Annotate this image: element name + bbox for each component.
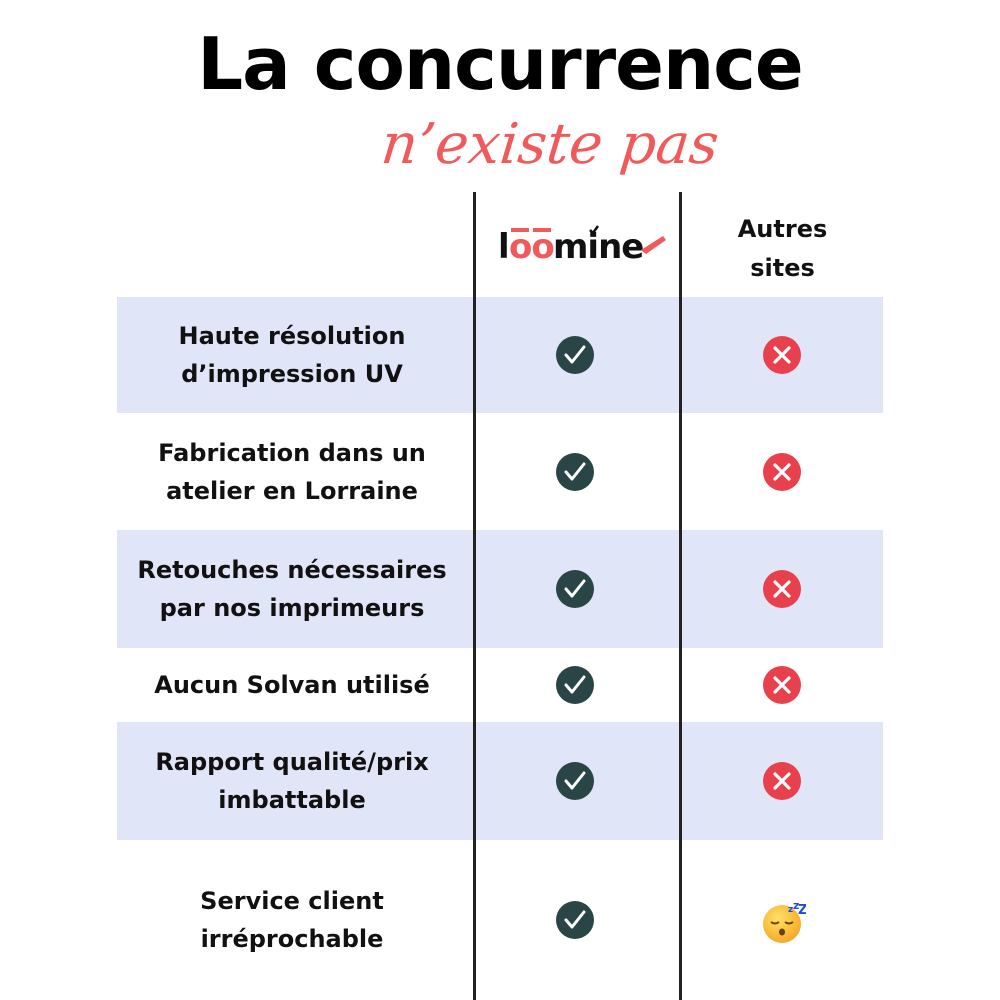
- loomine-logo: l oo mine: [498, 225, 666, 264]
- feature-line: atelier en Lorraine: [166, 476, 418, 505]
- page-subtitle: n’existe pas: [378, 112, 722, 177]
- header-line: Autres: [737, 215, 828, 243]
- feature-line: Haute résolution: [178, 322, 406, 350]
- feature-line: Service client: [200, 887, 384, 915]
- column-divider: [679, 192, 682, 1000]
- check-icon: [555, 335, 595, 375]
- feature-line: Aucun Solvan utilisé: [154, 671, 430, 699]
- page-title: La concurrence: [197, 22, 804, 106]
- feature-line: Rapport qualité/prix: [155, 748, 429, 776]
- feature-line: Retouches nécessaires: [137, 556, 447, 584]
- comparison-row: Aucun Solvan utilisé: [117, 648, 883, 722]
- svg-text:oo: oo: [509, 227, 554, 264]
- header-line: sites: [750, 254, 815, 282]
- comparison-row: Fabrication dans un atelier en Lorraine: [117, 413, 883, 530]
- feature-label: Retouches nécessaires par nos imprimeurs: [117, 551, 467, 627]
- svg-text:mine: mine: [553, 227, 643, 264]
- feature-label: Aucun Solvan utilisé: [117, 666, 467, 704]
- feature-label: Rapport qualité/prix imbattable: [117, 743, 467, 819]
- comparison-row: Rapport qualité/prix imbattable: [117, 722, 883, 840]
- svg-text:l: l: [498, 227, 509, 264]
- svg-text:z: z: [793, 900, 799, 912]
- feature-line: par nos imprimeurs: [159, 594, 425, 622]
- feature-line: Fabrication dans un: [158, 438, 426, 467]
- check-icon: [555, 665, 595, 705]
- cross-icon: [762, 335, 802, 375]
- comparison-row: Service client irréprochable z z Z: [117, 840, 883, 1000]
- check-icon: [555, 900, 595, 940]
- cross-icon: [762, 569, 802, 609]
- check-icon: [555, 452, 595, 492]
- check-icon: [555, 761, 595, 801]
- svg-text:z: z: [788, 905, 793, 915]
- other-sites-header: Autres sites: [700, 210, 865, 288]
- svg-text:Z: Z: [798, 903, 806, 918]
- feature-label: Fabrication dans un atelier en Lorraine: [117, 434, 467, 510]
- cross-icon: [762, 452, 802, 492]
- cross-icon: [762, 761, 802, 801]
- feature-line: irréprochable: [200, 925, 384, 953]
- feature-label: Haute résolution d’impression UV: [117, 317, 467, 393]
- feature-line: imbattable: [218, 786, 366, 814]
- feature-label: Service client irréprochable: [117, 882, 467, 958]
- comparison-row: Haute résolution d’impression UV: [117, 297, 883, 413]
- comparison-row: Retouches nécessaires par nos imprimeurs: [117, 530, 883, 648]
- cross-icon: [762, 665, 802, 705]
- check-icon: [555, 569, 595, 609]
- column-divider: [473, 192, 476, 1000]
- feature-line: d’impression UV: [181, 360, 403, 388]
